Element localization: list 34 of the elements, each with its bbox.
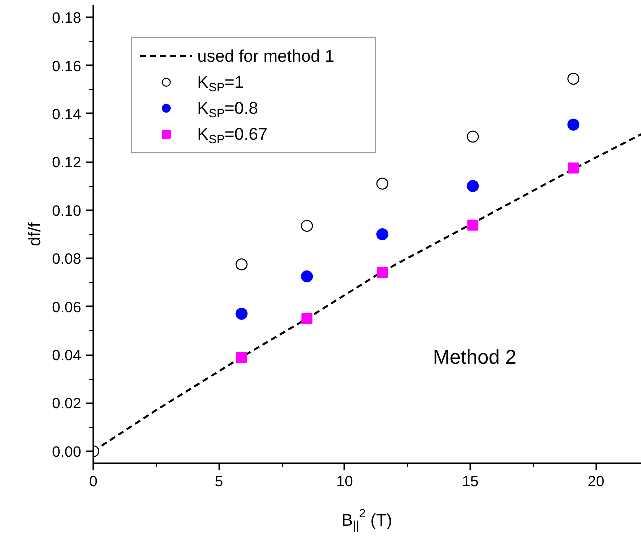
y-tick-label: 0.04 <box>52 348 82 365</box>
x-tick-label: 15 <box>462 474 479 490</box>
point <box>376 178 389 190</box>
y-tick-label: 0.14 <box>52 106 82 124</box>
point <box>301 220 314 232</box>
point <box>302 313 313 324</box>
y-tick-label: 0.06 <box>52 299 82 316</box>
point <box>301 270 314 283</box>
point <box>568 73 580 86</box>
y-tick-label: 0.08 <box>52 251 82 268</box>
point <box>468 220 479 231</box>
y-tick-label: 0.00 <box>52 444 82 461</box>
y-tick-label: 0.16 <box>52 58 82 76</box>
point <box>236 352 248 364</box>
y-tick-label: 0.10 <box>52 202 82 220</box>
y-tick-label: 0.12 <box>52 154 82 172</box>
y-tick-label: 0.02 <box>52 396 82 413</box>
annotation: Method 2 <box>433 347 517 370</box>
point <box>236 258 248 271</box>
point <box>376 228 389 240</box>
x-tick-label: 10 <box>336 474 354 490</box>
point <box>568 118 580 131</box>
y-axis-title: df/f <box>25 222 44 246</box>
point <box>377 267 388 278</box>
x-axis-title: B||2 (T) <box>342 506 392 533</box>
x-tick-label: 5 <box>215 474 224 490</box>
x-tick-label: 20 <box>588 474 605 490</box>
x-tick-label: 0 <box>89 474 98 490</box>
legend-label: used for method 1 <box>198 47 335 66</box>
y-tick-label: 0.18 <box>52 10 82 28</box>
point <box>467 180 480 192</box>
point <box>467 130 480 143</box>
point <box>236 308 248 320</box>
point <box>568 162 580 174</box>
